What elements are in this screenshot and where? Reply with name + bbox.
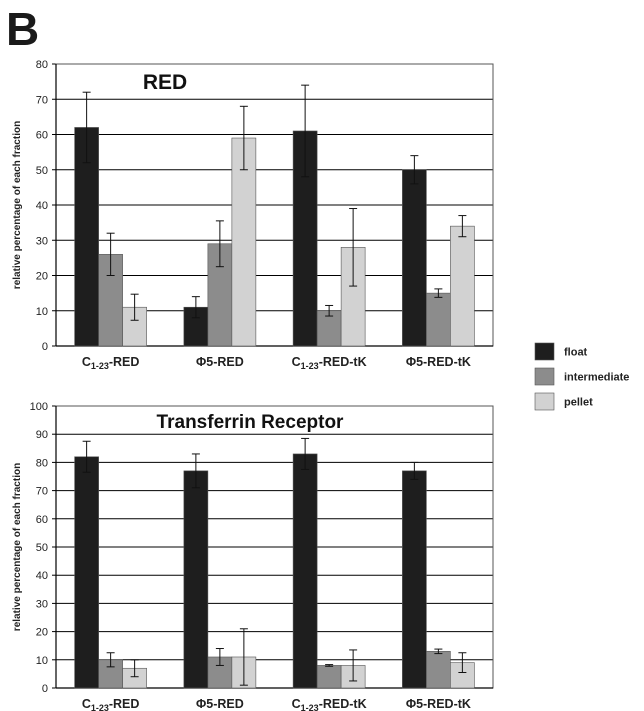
legend-label-intermediate: intermediate bbox=[564, 372, 629, 384]
bar-intermediate bbox=[316, 310, 342, 347]
x-category-label: Φ5-RED-tK bbox=[406, 697, 471, 711]
bar-pellet bbox=[231, 137, 257, 347]
bar-intermediate bbox=[426, 292, 451, 347]
legend-swatch-pellet bbox=[534, 392, 555, 411]
bar-float bbox=[402, 169, 427, 347]
x-category-label: C1-23-RED bbox=[82, 697, 140, 711]
y-tick-label: 100 bbox=[30, 401, 48, 413]
bar-float bbox=[402, 470, 427, 689]
x-category-label: Φ5-RED bbox=[196, 697, 244, 711]
chart-2: 0 10 20 30 40 50 60 70 80 90 100 Transferrin Recept… bbox=[12, 401, 494, 711]
y-tick-label: 80 bbox=[36, 457, 48, 469]
y-tick-label: 30 bbox=[36, 235, 48, 247]
bar-float bbox=[292, 453, 318, 689]
y-tick-label: 90 bbox=[36, 429, 48, 441]
legend-label-float: float bbox=[564, 347, 588, 359]
y-tick-label: 40 bbox=[36, 200, 48, 212]
y-tick-label: 40 bbox=[36, 570, 48, 582]
x-category-label: C1-23-RED bbox=[82, 355, 140, 371]
y-tick-label: 0 bbox=[42, 341, 48, 353]
bar-float bbox=[183, 470, 209, 689]
y-tick-label: 50 bbox=[36, 542, 48, 554]
y-tick-label: 0 bbox=[42, 683, 48, 695]
y-tick-label: 20 bbox=[36, 627, 48, 639]
y-tick-label: 60 bbox=[36, 514, 48, 526]
y-tick-label: 10 bbox=[36, 655, 48, 667]
bar-float bbox=[74, 127, 99, 347]
y-tick-label: 20 bbox=[36, 271, 48, 283]
chart-1: 0 10 20 30 40 50 60 70 80 RED relative percentage … bbox=[12, 59, 494, 371]
y-tick-label: 30 bbox=[36, 598, 48, 610]
chart-title: RED bbox=[143, 71, 187, 94]
y-tick-label: 10 bbox=[36, 306, 48, 318]
x-category-label: C1-23-RED-tK bbox=[292, 697, 367, 711]
y-tick-label: 50 bbox=[36, 165, 48, 177]
x-category-label: Φ5-RED bbox=[196, 355, 244, 369]
bar-intermediate bbox=[316, 665, 342, 689]
bar-pellet bbox=[450, 225, 475, 347]
y-tick-label: 80 bbox=[36, 59, 48, 71]
panel-letter: B bbox=[6, 3, 40, 55]
y-tick-label: 60 bbox=[36, 130, 48, 142]
legend-label-pellet: pellet bbox=[564, 397, 593, 409]
chart-title: Transferrin Receptor bbox=[157, 412, 344, 433]
x-category-label: C1-23-RED-tK bbox=[292, 355, 367, 371]
legend-swatch-intermediate bbox=[534, 367, 555, 386]
bar-float bbox=[74, 456, 99, 689]
y-tick-label: 70 bbox=[36, 486, 48, 498]
x-category-label: Φ5-RED-tK bbox=[406, 355, 471, 369]
legend: float intermediate pellet bbox=[534, 342, 629, 411]
legend-swatch-float bbox=[534, 342, 555, 361]
bar-intermediate bbox=[426, 651, 451, 689]
y-tick-label: 70 bbox=[36, 94, 48, 106]
y-axis-label: relative percentage of each fraction bbox=[12, 121, 23, 289]
y-axis-label: relative percentage of each fraction bbox=[12, 463, 23, 631]
